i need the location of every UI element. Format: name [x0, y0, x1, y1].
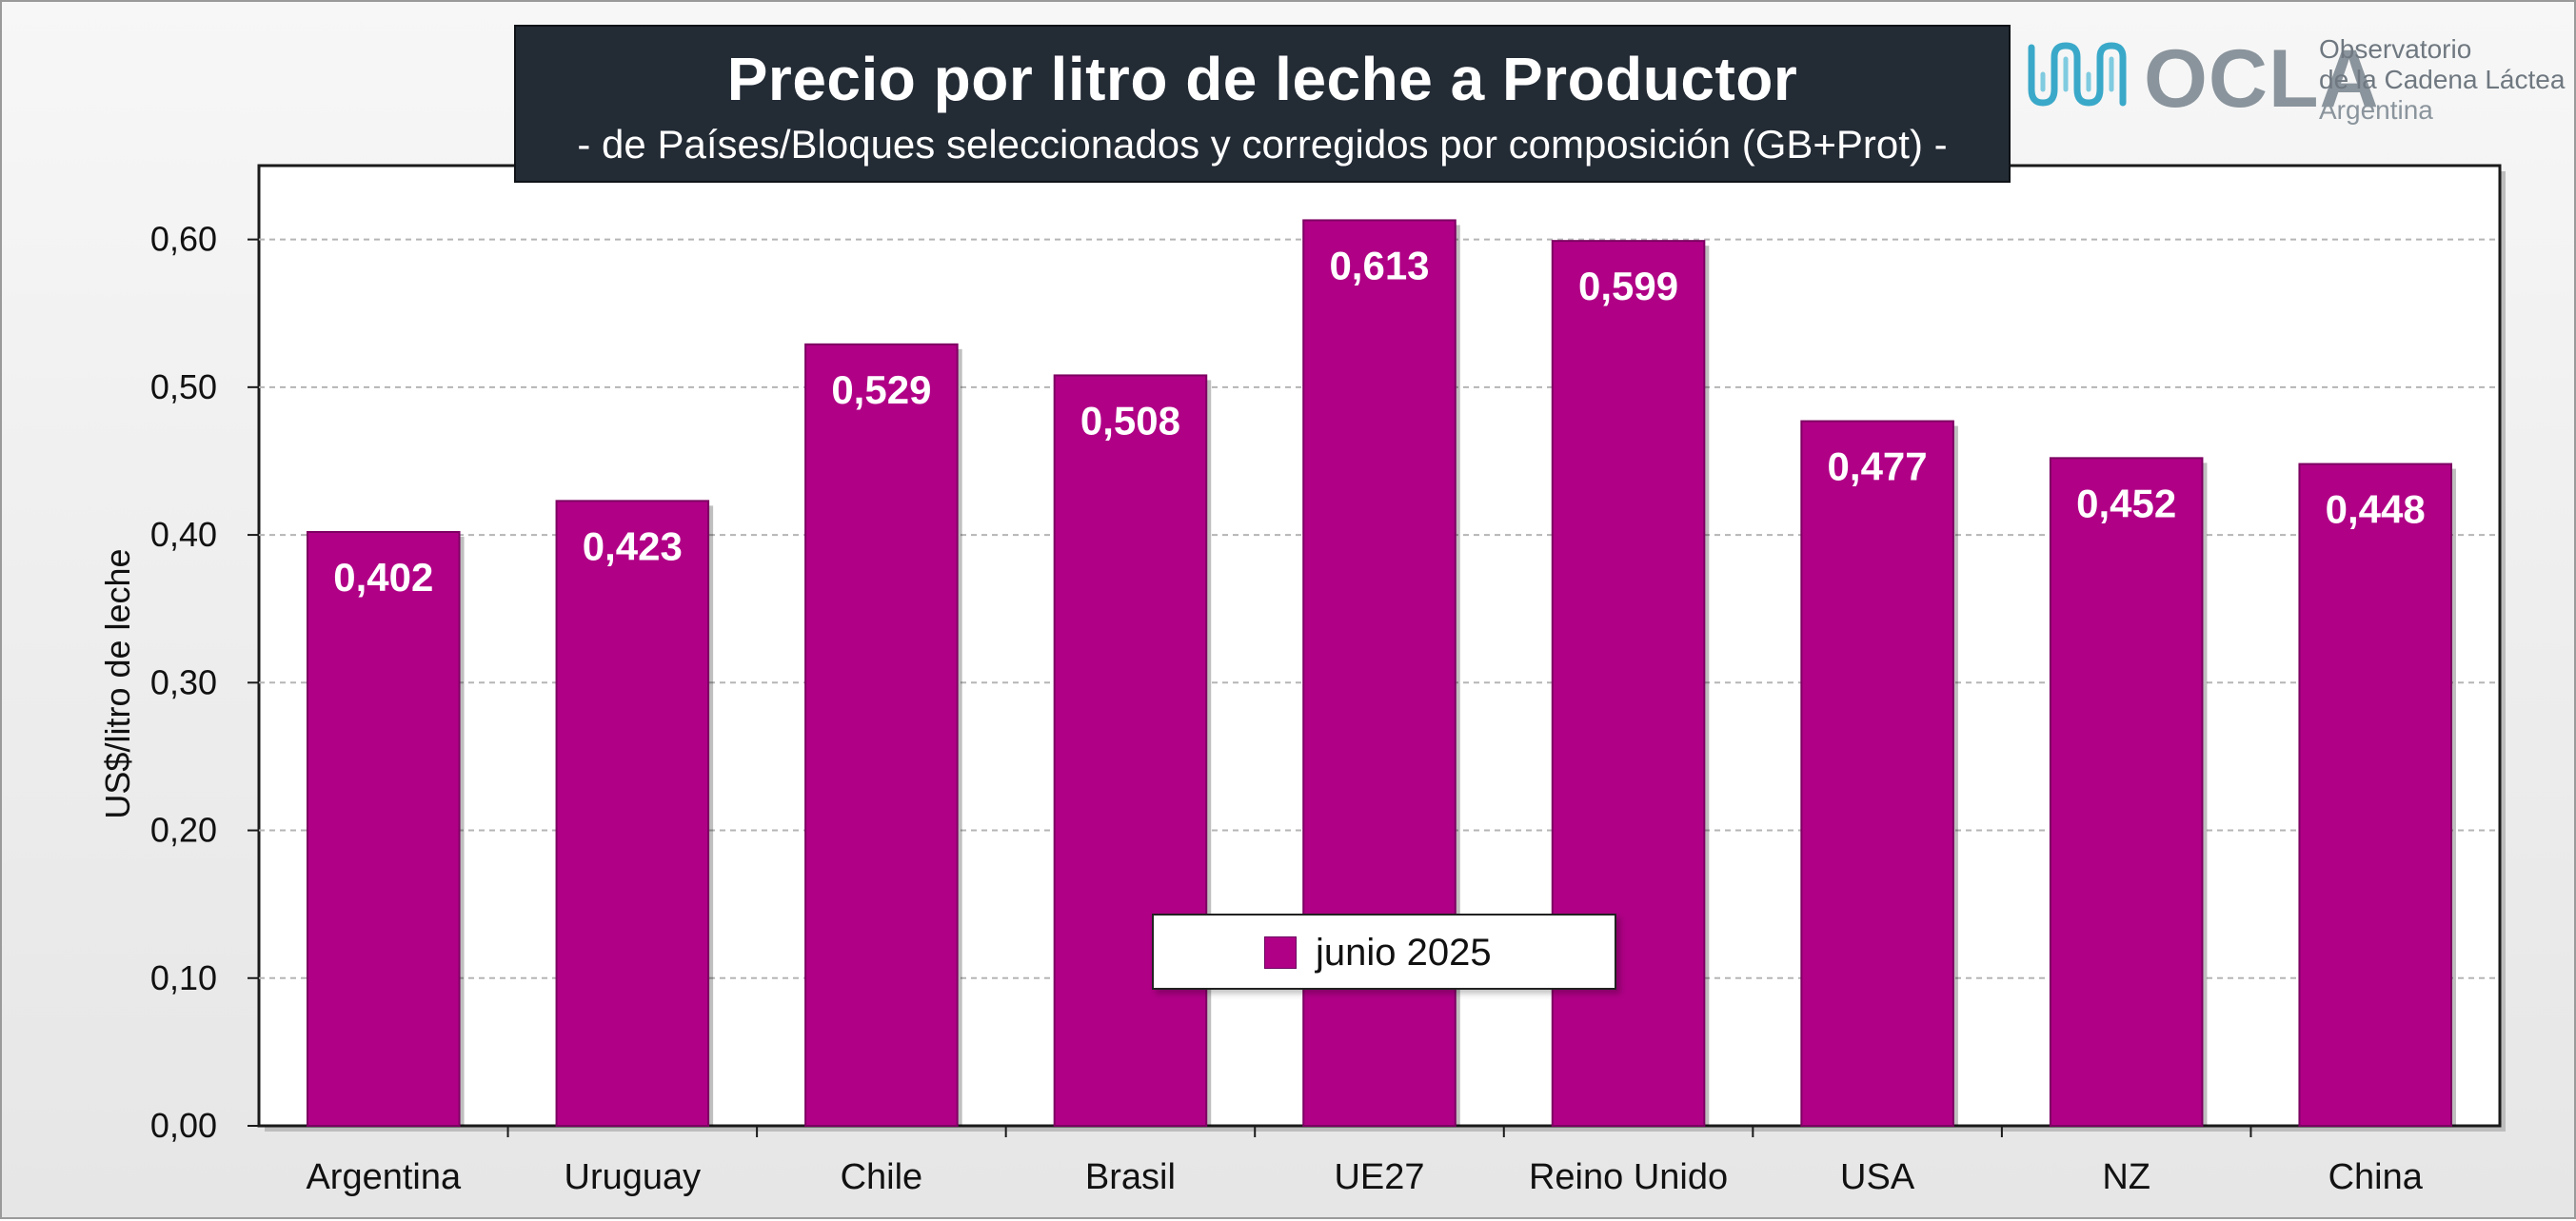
x-category-label: USA	[1840, 1157, 1915, 1197]
bar	[307, 530, 461, 1127]
data-label: 0,402	[333, 555, 433, 600]
bar	[1302, 219, 1456, 1128]
chart-legend: junio 2025	[1152, 914, 1616, 990]
chart-title-box: Precio por litro de leche a Productor - …	[514, 25, 2011, 183]
data-label: 0,529	[831, 367, 931, 412]
y-tick-label: 0,50	[150, 367, 217, 406]
data-label: 0,613	[1329, 243, 1429, 287]
y-tick-label: 0,60	[150, 220, 217, 259]
y-axis-title: US$/litro de leche	[98, 548, 137, 818]
logo-wordmark: OCLA	[2144, 33, 2380, 125]
x-category-label: Brasil	[1085, 1157, 1176, 1197]
bar	[555, 500, 710, 1127]
y-tick-label: 0,00	[150, 1106, 217, 1145]
y-tick-label: 0,10	[150, 958, 217, 997]
bar	[1800, 420, 1954, 1127]
bar	[2049, 457, 2204, 1127]
data-label: 0,452	[2076, 481, 2176, 525]
y-tick-label: 0,20	[150, 811, 217, 850]
x-category-label: Chile	[841, 1157, 923, 1197]
data-label: 0,508	[1080, 398, 1180, 443]
data-label: 0,423	[583, 523, 683, 568]
x-category-label: Reino Unido	[1529, 1157, 1728, 1197]
y-tick-label: 0,40	[150, 515, 217, 554]
bar	[1053, 374, 1208, 1128]
x-category-label: China	[2328, 1157, 2424, 1197]
bar	[804, 343, 959, 1127]
logo-description: Observatorio de la Cadena Láctea Argenti…	[2319, 34, 2576, 126]
data-label: 0,477	[1828, 444, 1928, 489]
ocla-logo: OCLA Observatorio de la Cadena Láctea Ar…	[2026, 29, 2568, 133]
bar	[2298, 463, 2452, 1127]
x-category-label: Argentina	[306, 1157, 462, 1197]
x-category-label: NZ	[2102, 1157, 2150, 1197]
bar	[1551, 240, 1706, 1128]
y-tick-label: 0,30	[150, 662, 217, 701]
logo-line-3: Argentina	[2319, 95, 2433, 125]
data-label: 0,448	[2326, 487, 2426, 532]
chart-subtitle: - de Países/Bloques seleccionados y corr…	[577, 122, 1948, 167]
legend-swatch	[1264, 936, 1297, 969]
x-category-label: Uruguay	[565, 1157, 702, 1197]
logo-line-2: de la Cadena Láctea	[2319, 65, 2566, 94]
chart-title: Precio por litro de leche a Productor	[726, 45, 1798, 113]
legend-label: junio 2025	[1316, 932, 1492, 974]
data-label: 0,599	[1578, 264, 1678, 308]
wave-logo-icon	[2028, 42, 2127, 107]
x-category-label: UE27	[1334, 1157, 1424, 1197]
logo-line-1: Observatorio	[2319, 34, 2472, 64]
